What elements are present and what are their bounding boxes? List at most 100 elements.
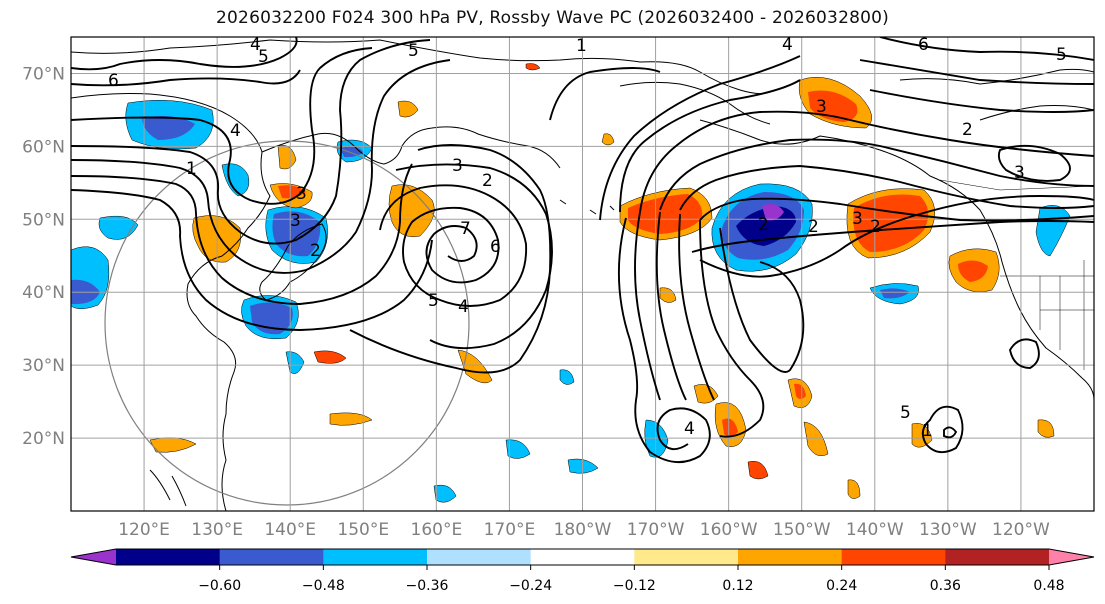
anomaly-blob <box>644 419 669 458</box>
anomaly-blob <box>505 439 531 459</box>
contour-label: 7 <box>460 219 471 239</box>
colorbar-tick-label: −0.12 <box>613 578 656 594</box>
longitude-label: 170°W <box>627 520 685 540</box>
anomaly-blob <box>693 384 719 404</box>
pv-contour <box>634 211 715 401</box>
colorbar-tick-label: −0.48 <box>302 578 345 594</box>
longitude-label: 170°E <box>484 520 536 540</box>
contour-label: 3 <box>296 184 307 204</box>
great-circle-radius <box>104 140 470 506</box>
latitude-label: 20°N <box>22 429 65 449</box>
pv-contour <box>549 55 801 221</box>
colorbar-tick-label: 0.12 <box>722 578 753 594</box>
contour-label: 2 <box>310 241 321 261</box>
pv-contours <box>71 37 1094 463</box>
colorbar-bin <box>323 549 428 565</box>
pv-contour <box>349 144 552 374</box>
longitude-label: 150°W <box>773 520 831 540</box>
coastline <box>979 105 1094 121</box>
anomaly-blob <box>397 100 419 118</box>
contour-label: 3 <box>852 209 863 229</box>
anomaly-blob <box>433 484 457 503</box>
colorbar-bin <box>116 549 221 565</box>
pv-contour <box>691 220 1094 253</box>
anomaly-blob <box>958 260 988 282</box>
colorbar-bin <box>219 549 324 565</box>
contour-label: 4 <box>782 35 793 55</box>
anomaly-blob <box>736 206 796 246</box>
contour-label: 1 <box>186 159 197 179</box>
coastline <box>559 199 615 215</box>
longitude-label: 160°W <box>700 520 758 540</box>
pv-contour <box>1008 338 1040 369</box>
colorbar-tick-label: 0.24 <box>826 578 857 594</box>
political-borders <box>939 179 1094 370</box>
anomaly-blob <box>142 116 195 140</box>
pv-contour <box>71 163 413 305</box>
latitude-labels: 70°N 60°N 50°N 40°N 30°N 20°N <box>22 64 65 449</box>
colorbar-outline <box>70 548 1095 566</box>
colorbar-bin <box>945 549 1050 565</box>
colorbar-extend-low <box>71 549 116 565</box>
longitude-label: 120°E <box>118 520 170 540</box>
pv-contour <box>617 217 711 463</box>
contour-label: 5 <box>1056 45 1067 65</box>
anomaly-blob <box>272 211 321 257</box>
longitude-label: 140°E <box>264 520 316 540</box>
pv-contour <box>379 184 528 307</box>
contour-label: 5 <box>900 403 911 423</box>
contour-label: 4 <box>458 297 469 317</box>
colorbar-bin <box>841 549 946 565</box>
anomaly-blob <box>559 369 575 385</box>
anomaly-blob <box>794 383 806 399</box>
border <box>1000 260 1094 370</box>
anomaly-blob <box>762 204 784 221</box>
contour-label: 4 <box>230 121 241 141</box>
coastline <box>149 469 187 507</box>
anomaly-blob <box>601 133 615 146</box>
longitude-labels: 120°E 130°E 140°E 150°E 160°E 170°E 180°W 170°W… <box>118 520 1050 540</box>
longitude-label: 180°W <box>554 520 612 540</box>
contour-label: 4 <box>684 419 695 439</box>
contour-label: 2 <box>962 120 973 140</box>
contour-labels: 1 2 3 4 5 6 7 5 4 3 2 1 6 5 4 3 2 2 3 4 <box>108 35 1067 441</box>
pv-contour <box>699 197 1094 222</box>
pv-contour <box>71 47 373 205</box>
pv-contour <box>395 163 553 350</box>
anomaly-blob <box>525 63 541 71</box>
coastline <box>899 68 1094 85</box>
colorbar-tick-label: −0.24 <box>509 578 552 594</box>
border <box>939 179 1094 191</box>
contour-label: 4 <box>250 35 261 55</box>
anomaly-blob <box>313 350 347 364</box>
pv-contour <box>921 405 964 454</box>
pv-contour <box>997 144 1071 182</box>
contour-label: 2 <box>870 217 881 237</box>
contour-label: 3 <box>816 97 827 117</box>
pv-contour <box>859 37 1094 113</box>
pv-contour <box>71 189 433 331</box>
contour-label: 3 <box>1014 163 1025 183</box>
anomaly-blob <box>722 418 738 437</box>
anomaly-blob <box>1037 419 1055 438</box>
latitude-label: 50°N <box>22 210 65 230</box>
longitude-label: 140°W <box>846 520 904 540</box>
contour-label: 5 <box>428 291 439 311</box>
longitude-label: 130°W <box>919 520 977 540</box>
anomaly-blob <box>457 349 493 384</box>
colorbar-tick-label: −0.60 <box>198 578 241 594</box>
pv-contour <box>71 37 301 87</box>
longitude-label: 120°W <box>992 520 1050 540</box>
anomaly-blob <box>659 287 677 303</box>
latitude-label: 60°N <box>22 137 65 157</box>
longitude-label: 130°E <box>191 520 243 540</box>
map-title: 2026032200 F024 300 hPa PV, Rossby Wave … <box>216 8 889 28</box>
pv-contour <box>639 110 1094 213</box>
contour-label: 6 <box>108 71 119 91</box>
colorbar: −0.60 −0.48 −0.36 −0.24 −0.12 0.12 0.24 0.36 0.4… <box>70 548 1095 594</box>
pv-contour <box>71 39 431 245</box>
coastline <box>699 119 1094 401</box>
contour-label: 2 <box>808 217 819 237</box>
coastlines <box>71 39 1094 511</box>
